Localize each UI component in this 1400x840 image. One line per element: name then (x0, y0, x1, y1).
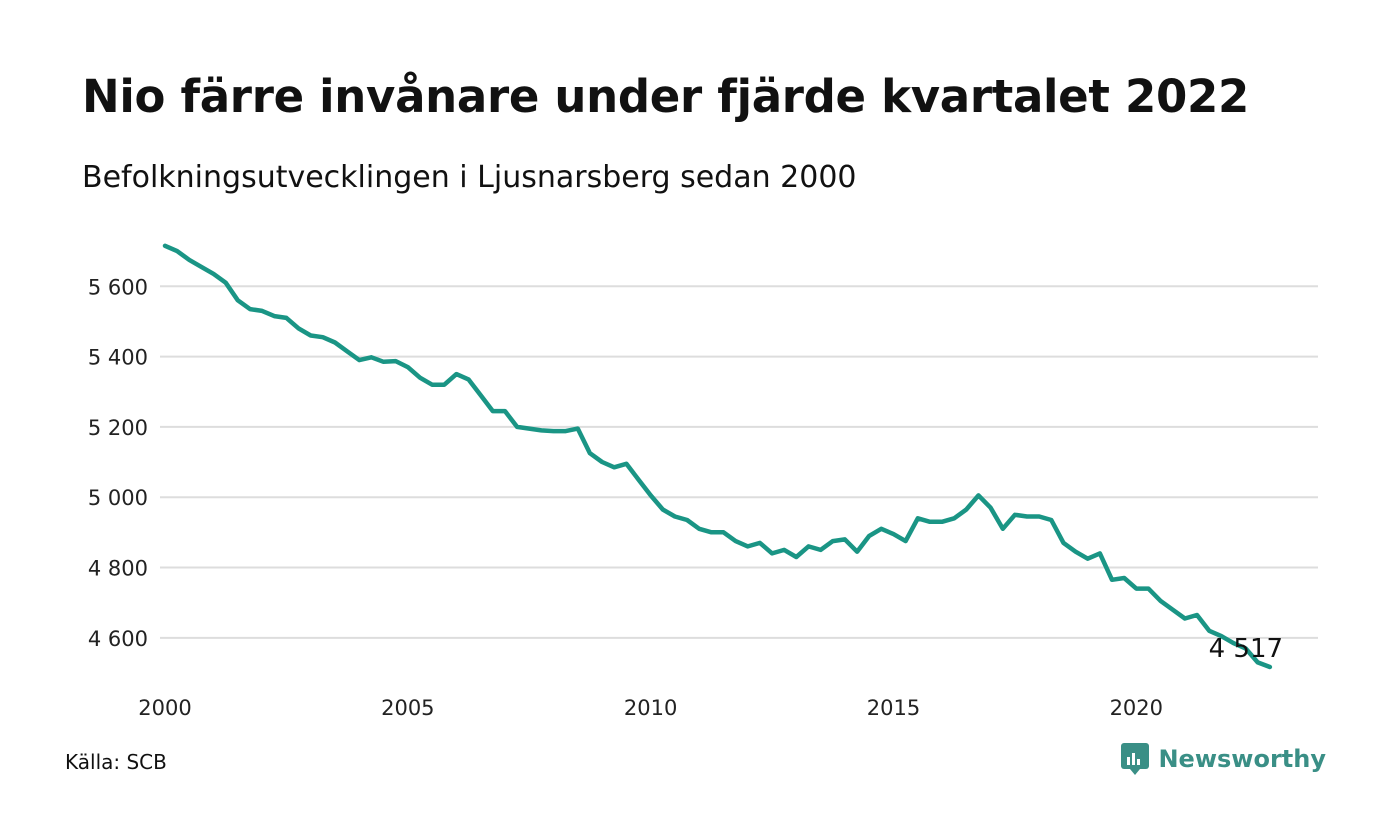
x-axis: 2000 2005 2010 2015 2020 (138, 696, 1163, 720)
y-tick-label: 4 800 (88, 557, 148, 581)
chart-subtitle: Befolkningsutvecklingen i Ljusnarsberg s… (82, 160, 857, 195)
series-layer (162, 243, 1273, 670)
y-tick-label: 4 600 (88, 627, 148, 651)
end-value-label: 4 517 (1209, 634, 1283, 664)
x-tick-label: 2010 (624, 696, 677, 720)
x-tick-label: 2005 (381, 696, 434, 720)
source-note: Källa: SCB (65, 750, 167, 774)
y-tick-label: 5 400 (88, 346, 148, 370)
y-tick-label: 5 600 (88, 275, 148, 299)
x-tick-label: 2020 (1110, 696, 1163, 720)
population-series-line (162, 243, 1273, 670)
brand-name: Newsworthy (1158, 745, 1326, 773)
newsworthy-logo-icon (1121, 743, 1150, 775)
x-tick-label: 2015 (867, 696, 920, 720)
gridlines (160, 285, 1318, 639)
y-axis: 4 600 4 800 5 000 5 200 5 400 5 600 (88, 275, 148, 651)
y-tick-label: 5 000 (88, 486, 148, 510)
chart-title: Nio färre invånare under fjärde kvartale… (82, 70, 1250, 123)
y-tick-label: 5 200 (88, 416, 148, 440)
brand-logo: Newsworthy (1120, 742, 1326, 776)
x-tick-label: 2000 (138, 696, 191, 720)
